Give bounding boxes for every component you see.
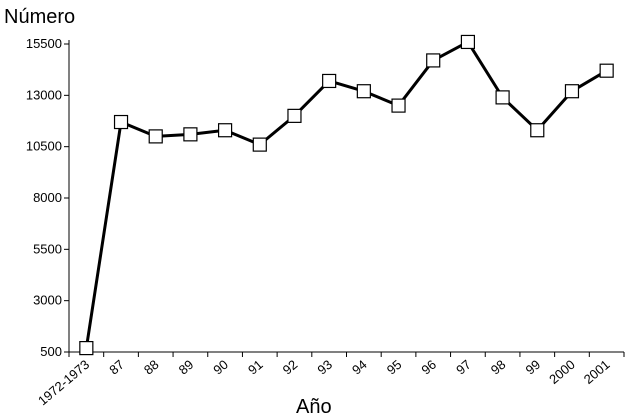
- data-point-marker: [322, 73, 337, 89]
- data-point-marker: [183, 127, 198, 142]
- data-point-marker: [252, 137, 267, 152]
- x-tick-label: 89: [176, 357, 197, 378]
- data-point-marker: [356, 84, 371, 99]
- data-point-marker: [79, 340, 94, 356]
- y-tick-label: 3000: [33, 293, 62, 308]
- y-axis-label: Número: [4, 6, 76, 28]
- data-point-marker: [113, 114, 129, 130]
- x-tick-label: 97: [453, 357, 474, 378]
- y-tick-label: 500: [40, 344, 62, 359]
- y-tick-label: 13000: [26, 87, 62, 102]
- x-tick-label: 93: [314, 357, 335, 378]
- x-tick-label: 1972-1973: [35, 357, 92, 408]
- x-tick-label: 90: [210, 357, 231, 378]
- data-point-marker: [287, 108, 302, 123]
- x-tick-label: 87: [106, 357, 127, 378]
- series-line: [84, 40, 608, 349]
- x-tick-label: 2001: [581, 357, 613, 387]
- x-tick-label: 91: [245, 357, 266, 378]
- x-tick-label: 88: [141, 357, 162, 378]
- y-tick-label: 5500: [33, 241, 62, 256]
- x-tick-label: 92: [280, 357, 301, 378]
- x-tick-label: 95: [384, 357, 405, 378]
- data-point-marker: [148, 129, 163, 144]
- data-point-marker: [495, 90, 510, 105]
- x-tick-label: 94: [349, 357, 370, 378]
- data-point-marker: [564, 84, 580, 99]
- data-point-marker: [391, 98, 406, 113]
- data-point-marker: [217, 123, 233, 138]
- y-tick-label: 15500: [26, 36, 62, 51]
- x-tick-label: 98: [488, 357, 509, 378]
- x-tick-label: 96: [418, 357, 439, 378]
- x-axis-label: Año: [296, 396, 332, 418]
- data-point-marker: [460, 34, 476, 50]
- y-tick-label: 10500: [26, 139, 62, 154]
- data-point-marker: [599, 63, 614, 78]
- data-point-marker: [426, 53, 441, 68]
- y-tick-label: 8000: [33, 190, 62, 205]
- x-tick-label: 2000: [546, 357, 578, 387]
- x-tick-label: 99: [522, 357, 543, 378]
- data-point-marker: [530, 123, 545, 138]
